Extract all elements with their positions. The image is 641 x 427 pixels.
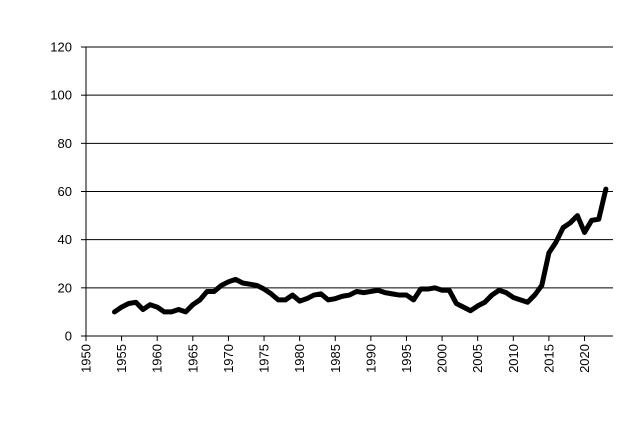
x-tick-label-1955: 1955 (114, 344, 129, 373)
y-gridlines (86, 46, 613, 289)
y-tick-label-80: 80 (58, 136, 72, 151)
x-tick-label-2015: 2015 (541, 344, 556, 373)
y-axis-tick-labels: 0 20 40 60 80 100 120 (50, 40, 72, 344)
x-axis-tick-labels: 1950 1955 1960 1965 1970 1975 1980 1985 1990 1995… (79, 344, 593, 373)
x-tick-label-1995: 1995 (399, 344, 414, 373)
x-tick-label-1950: 1950 (79, 344, 94, 373)
x-tick-label-2005: 2005 (470, 344, 485, 373)
x-tick-label-1975: 1975 (257, 344, 272, 373)
y-tick-label-40: 40 (58, 232, 72, 247)
y-tick-label-100: 100 (50, 88, 72, 103)
y-tick-label-60: 60 (58, 184, 72, 199)
y-tick-label-20: 20 (58, 280, 72, 295)
x-tick-label-1980: 1980 (292, 344, 307, 373)
x-tick-label-1965: 1965 (185, 344, 200, 373)
x-tick-label-2020: 2020 (577, 344, 592, 373)
y-tick-label-0: 0 (65, 329, 72, 344)
axes (81, 46, 613, 341)
x-tick-label-1970: 1970 (221, 344, 236, 373)
x-tick-label-2010: 2010 (506, 344, 521, 373)
series-layer (111, 186, 609, 315)
y-tick-label-120: 120 (50, 40, 72, 55)
x-tick-label-1985: 1985 (328, 344, 343, 373)
x-tick-label-2000: 2000 (435, 344, 450, 373)
x-tick-label-1960: 1960 (150, 344, 165, 373)
x-tick-label-1990: 1990 (363, 344, 378, 373)
series-line-0 (111, 186, 609, 315)
